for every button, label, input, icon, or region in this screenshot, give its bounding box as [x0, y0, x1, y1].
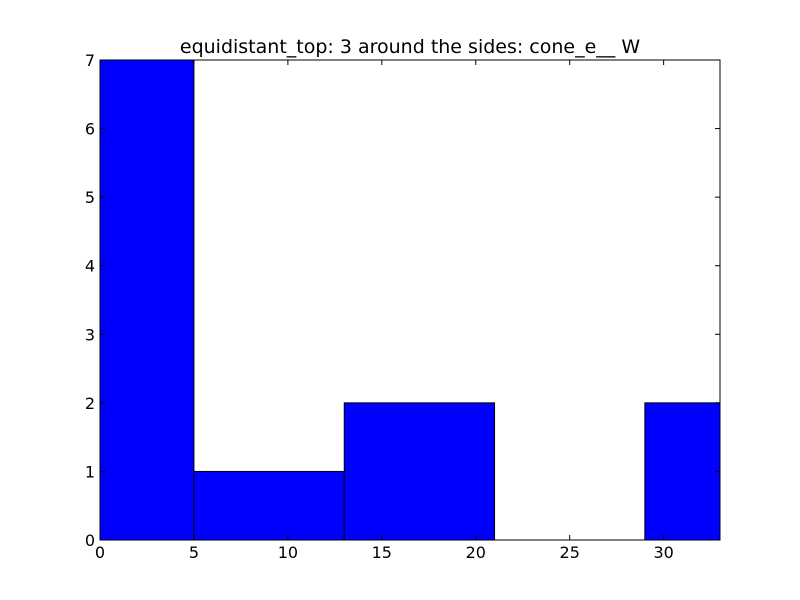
x-tick-label-1: 5 [189, 543, 199, 562]
y-tick-label-1: 1 [85, 462, 95, 481]
x-tick-label-6: 30 [653, 543, 673, 562]
histogram-bar-1 [193, 470, 345, 541]
y-tick-label-7: 7 [85, 51, 95, 70]
chart-title: equidistant_top: 3 around the sides: con… [180, 36, 640, 58]
y-tick-label-4: 4 [85, 257, 95, 276]
y-axis: 0 1 2 3 4 5 6 7 [85, 51, 720, 550]
plot-frame [99, 59, 721, 541]
y-tick-label-2: 2 [85, 394, 95, 413]
bars-group [99, 59, 721, 541]
histogram-bar-0 [99, 59, 195, 541]
x-tick-label-2: 10 [278, 543, 298, 562]
y-tick-label-0: 0 [85, 531, 95, 550]
histogram-bar-2 [343, 402, 496, 541]
x-axis: 0 5 10 15 20 25 30 [95, 60, 674, 562]
x-tick-label-0: 0 [95, 543, 105, 562]
x-tick-label-5: 25 [560, 543, 580, 562]
histogram-bar-4 [644, 402, 721, 541]
x-tick-label-3: 15 [372, 543, 392, 562]
y-tick-label-5: 5 [85, 188, 95, 207]
y-tick-label-3: 3 [85, 325, 95, 344]
x-tick-label-4: 20 [466, 543, 486, 562]
y-tick-label-6: 6 [85, 120, 95, 139]
